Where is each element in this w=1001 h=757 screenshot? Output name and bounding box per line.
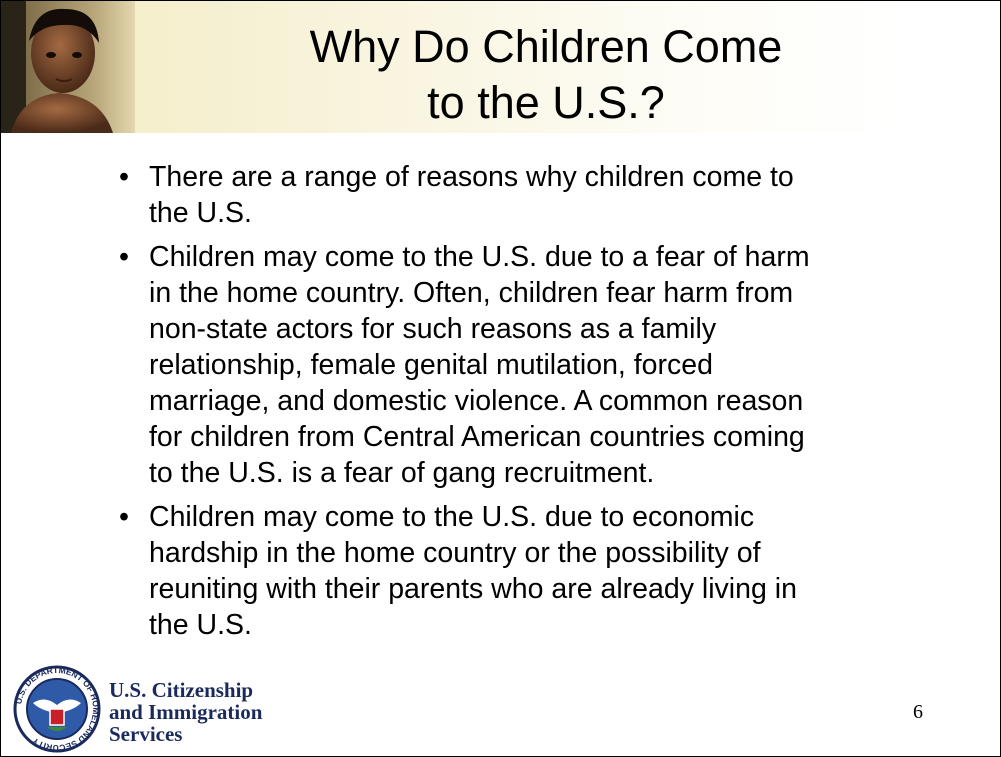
logo-text: U.S. Citizenship and Immigration Services [109, 679, 262, 745]
slide-title: Why Do Children Come to the U.S.? [141, 19, 951, 131]
bullet-item: Children may come to the U.S. due to a f… [119, 239, 979, 491]
bullet-line: the U.S. [149, 609, 252, 641]
title-line: Why Do Children Come [309, 21, 783, 72]
bullet-list: There are a range of reasons why childre… [119, 159, 979, 651]
bullet-line: marriage, and domestic violence. A commo… [149, 385, 804, 417]
seal: U.S. DEPARTMENT OF HOMELAND SECURITY [13, 665, 101, 753]
bullet-item: Children may come to the U.S. due to eco… [119, 499, 979, 643]
page-number: 6 [913, 701, 923, 723]
bullet-line: relationship, female genital mutilation,… [149, 349, 713, 381]
logo-line: U.S. Citizenship [109, 678, 254, 702]
logo-line: Services [109, 722, 183, 746]
logo-line: and Immigration [109, 700, 263, 724]
bullet-item: There are a range of reasons why childre… [119, 159, 979, 231]
header-band [1, 1, 1000, 133]
photo [1, 1, 135, 133]
bullet-line: for children from Central American count… [149, 421, 805, 453]
bullet-line: Children may come to the U.S. due to a f… [149, 241, 810, 273]
title-line: to the U.S.? [427, 77, 665, 128]
bullet-line: hardship in the home country or the poss… [149, 537, 761, 569]
bullet-line: There are a range of reasons why childre… [149, 161, 794, 193]
bullet-line: non-state actors for such reasons as a f… [149, 313, 717, 345]
bullet-line: reuniting with their parents who are alr… [149, 573, 797, 605]
bullet-line: the U.S. [149, 197, 252, 229]
bullet-line: in the home country. Often, children fea… [149, 277, 794, 309]
bullet-line: to the U.S. is a fear of gang recruitmen… [149, 457, 655, 489]
bullet-line: Children may come to the U.S. due to eco… [149, 501, 755, 533]
